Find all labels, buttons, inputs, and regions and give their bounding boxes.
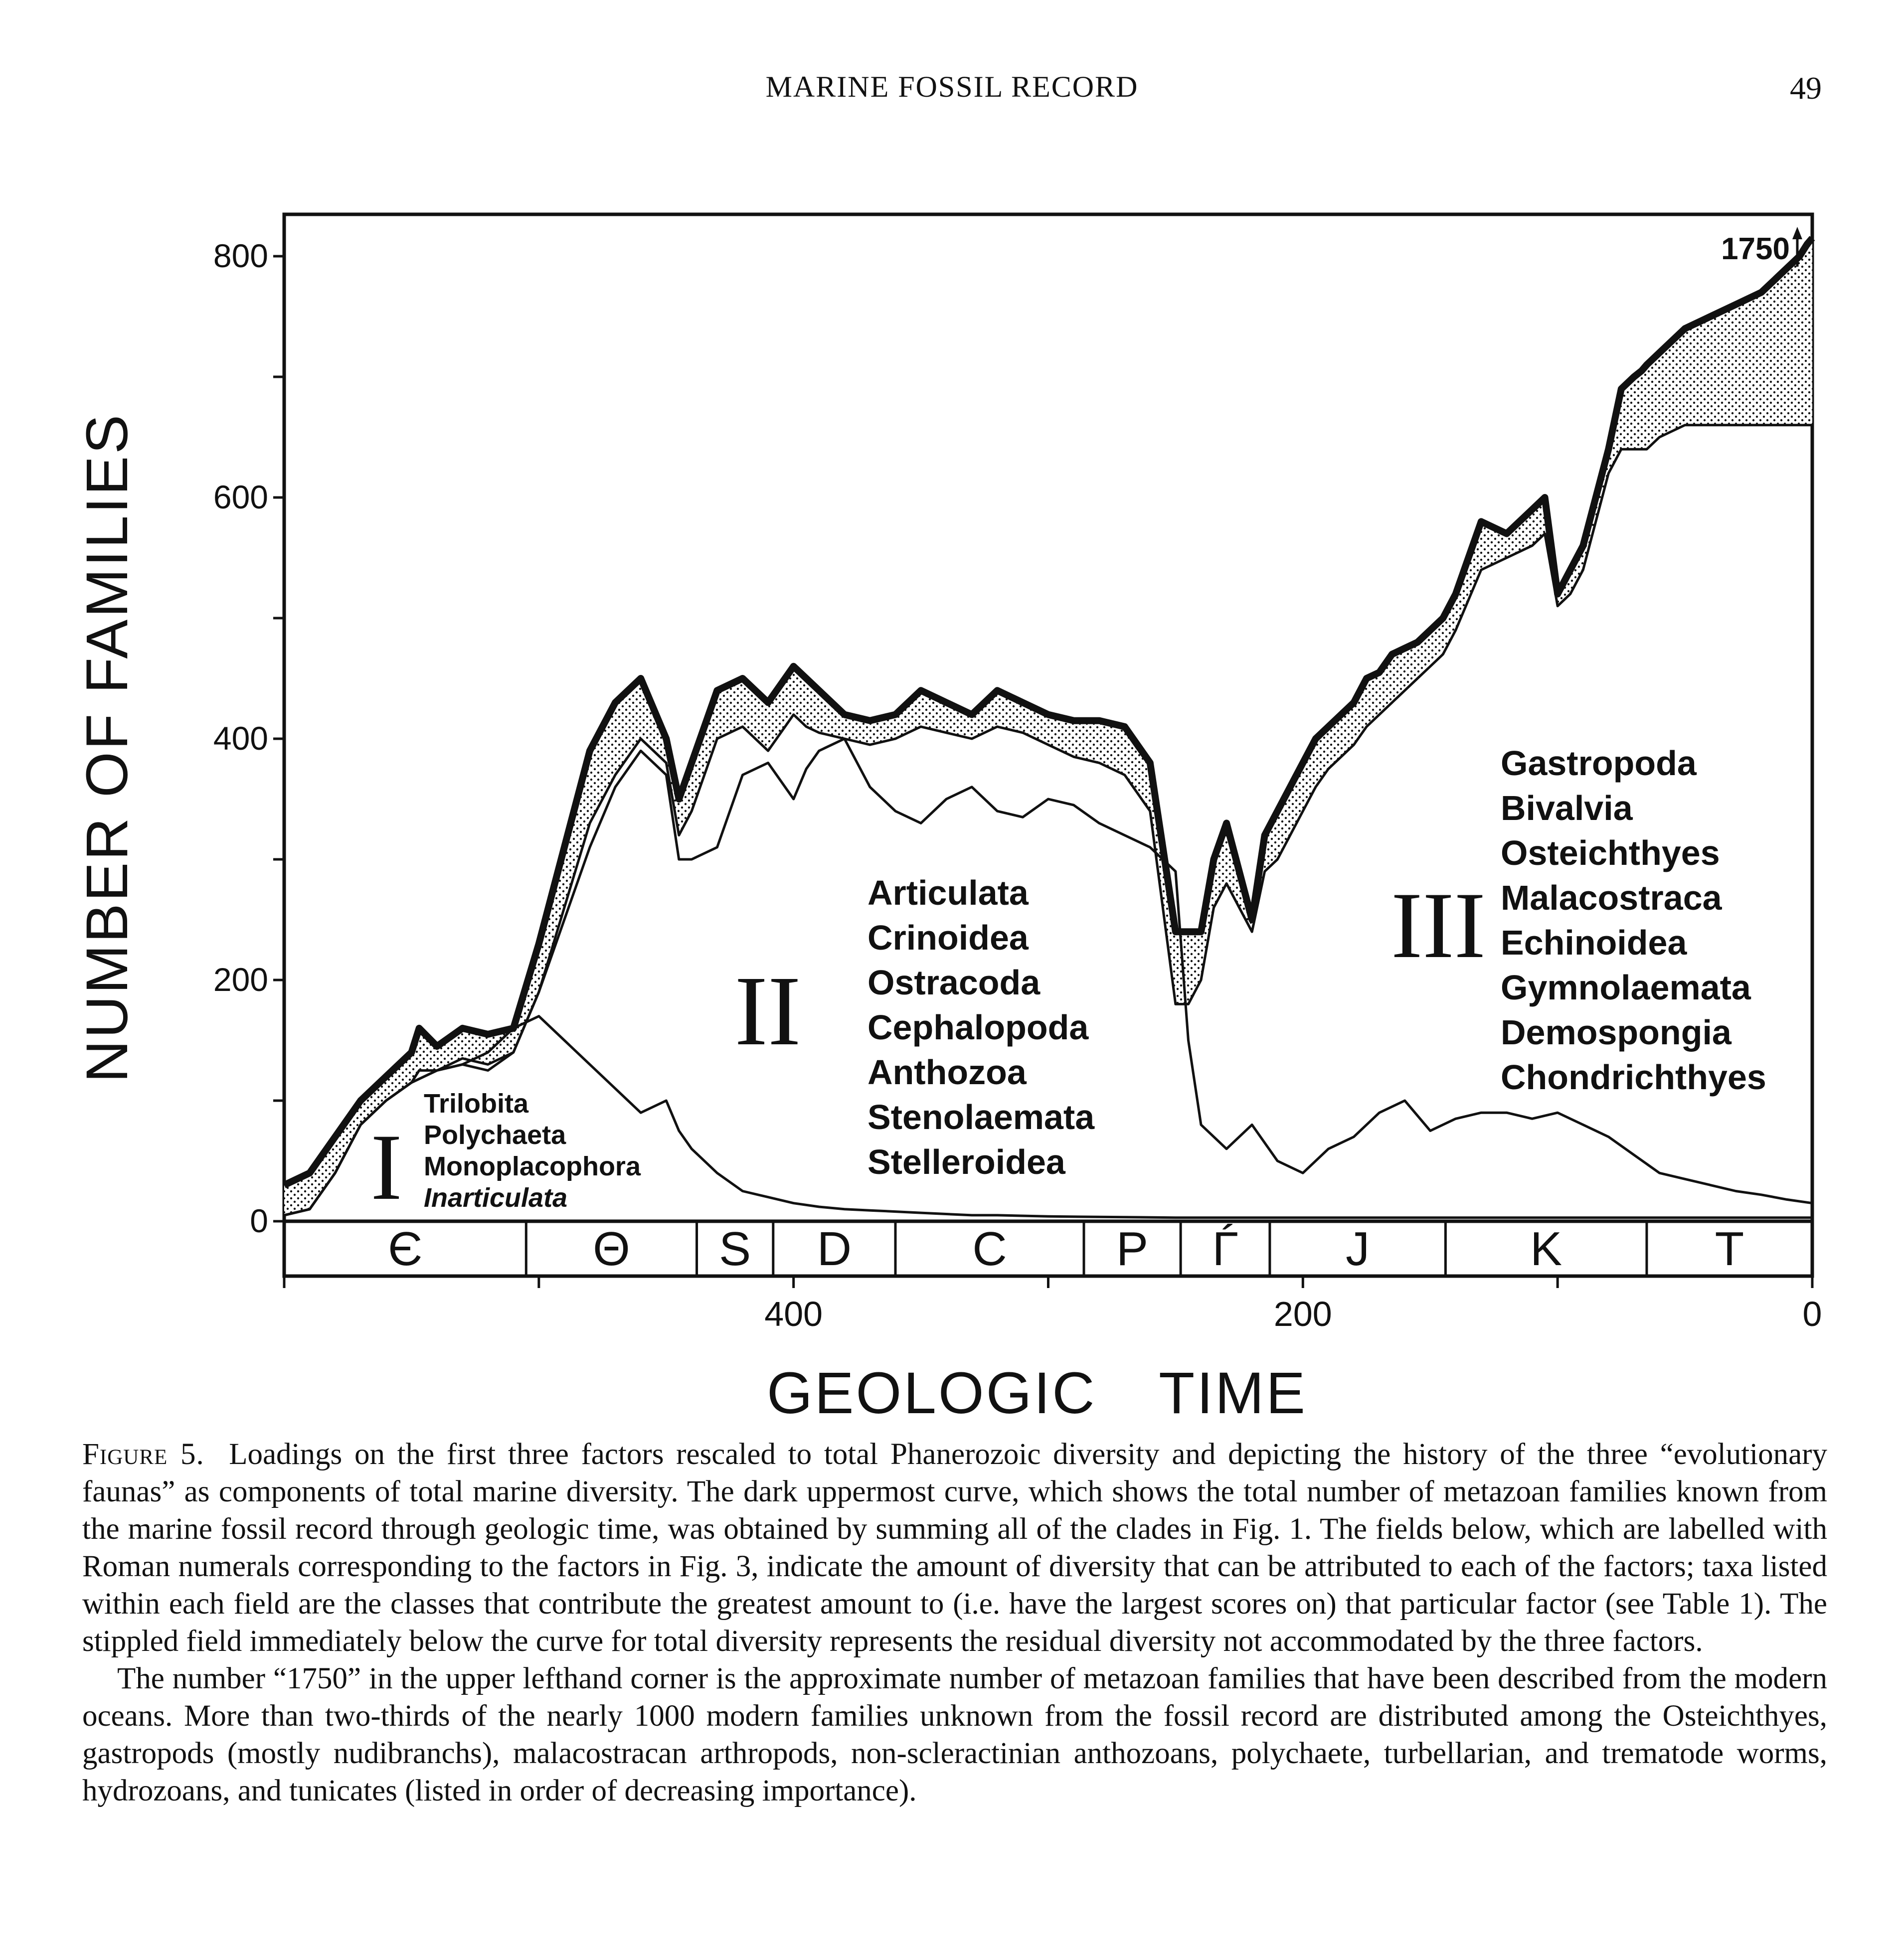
field-I-numeral: I: [370, 1115, 402, 1220]
annotation-1750: 1750: [1721, 232, 1790, 266]
figure-caption: Figure 5. Loadings on the first three fa…: [82, 1436, 1827, 1809]
field-III-numeral: III: [1391, 873, 1486, 978]
field-III-label: III Gastropoda Bivalvia Osteichthyes Mal…: [1391, 744, 1766, 1097]
annotation-arrowhead-icon: [1792, 227, 1802, 239]
field-I-label: I Trilobita Polychaeta Monoplacophora In…: [370, 1089, 641, 1220]
period-label: K: [1530, 1222, 1562, 1276]
page-number: 49: [1790, 70, 1822, 106]
stipple-residual-area: [284, 238, 1812, 1215]
running-title: MARINE FOSSIL RECORD: [765, 70, 1139, 103]
y-tick-label: 200: [213, 961, 268, 998]
field-III-taxon: Echinoidea: [1501, 923, 1687, 962]
field-II-taxon: Articulata: [867, 873, 1029, 912]
fauna-I-II-curve: [284, 737, 1813, 1217]
period-label: Ѓ: [1212, 1222, 1238, 1276]
x-axis: 400 200 0: [283, 1276, 1822, 1333]
figure-5-chart: Є Θ S D C P Ѓ J K T 0 200 400 600 800 400 200 0 1750 NU…: [74, 212, 1822, 1426]
field-III-taxon: Demospongia: [1501, 1013, 1732, 1052]
field-III-taxon: Malacostraca: [1501, 878, 1723, 917]
fauna-I-curve: [284, 1015, 1812, 1219]
period-label: P: [1116, 1222, 1148, 1276]
field-III-taxon: Osteichthyes: [1501, 833, 1720, 872]
field-III-taxon: Gastropoda: [1501, 744, 1697, 783]
field-II-numeral: II: [734, 956, 801, 1066]
y-axis: 0 200 400 600 800: [213, 237, 284, 1239]
y-tick-label: 800: [213, 237, 268, 274]
period-label: D: [817, 1222, 852, 1276]
x-tick-label: 400: [764, 1295, 823, 1333]
caption-text: Loadings on the first three factors resc…: [82, 1438, 1827, 1658]
field-I-taxon: Monoplacophora: [424, 1151, 641, 1181]
y-tick-label: 0: [250, 1202, 268, 1239]
field-I-taxon: Polychaeta: [424, 1120, 566, 1150]
field-II-taxon: Ostracoda: [867, 963, 1040, 1002]
field-II-taxon: Stelleroidea: [867, 1142, 1066, 1181]
caption-paragraph: The number “1750” in the upper lefthand …: [82, 1662, 1827, 1807]
field-II-taxon: Cephalopoda: [867, 1008, 1089, 1047]
field-III-taxon: Bivalvia: [1501, 789, 1633, 827]
field-II-taxon: Crinoidea: [867, 918, 1029, 957]
field-III-taxon: Gymnolaemata: [1501, 968, 1751, 1007]
total-diversity-curve: [283, 236, 1815, 1188]
period-label: Θ: [593, 1222, 630, 1276]
x-axis-title: GEOLOGIC TIME: [767, 1360, 1307, 1426]
period-label: T: [1715, 1222, 1744, 1276]
period-label: S: [719, 1222, 751, 1276]
field-II-label: II Articulata Crinoidea Ostracoda Cephal…: [734, 873, 1095, 1181]
period-label: Є: [388, 1222, 422, 1276]
period-label: J: [1346, 1222, 1370, 1276]
y-tick-label: 600: [213, 479, 268, 515]
field-II-taxon: Stenolaemata: [867, 1098, 1095, 1137]
x-tick-label: 200: [1274, 1295, 1332, 1333]
caption-paragraph: Figure 5. Loadings on the first three fa…: [82, 1436, 1827, 1660]
diversity-curves: [283, 236, 1815, 1219]
y-axis-title: NUMBER OF FAMILIES: [74, 413, 140, 1083]
field-I-taxon: Trilobita: [424, 1089, 529, 1119]
field-I-taxon: Inarticulata: [424, 1183, 567, 1213]
field-II-taxon: Anthozoa: [867, 1053, 1027, 1092]
running-header: MARINE FOSSIL RECORD 49: [0, 70, 1904, 115]
x-tick-label: 0: [1803, 1295, 1822, 1333]
stipple-residual-field: [284, 238, 1812, 1215]
y-tick-label: 400: [213, 720, 268, 757]
field-III-taxon: Chondrichthyes: [1501, 1058, 1766, 1097]
period-label: C: [972, 1222, 1007, 1276]
fauna-sum-curve: [284, 424, 1812, 1217]
figure-label: Figure 5.: [82, 1438, 204, 1471]
